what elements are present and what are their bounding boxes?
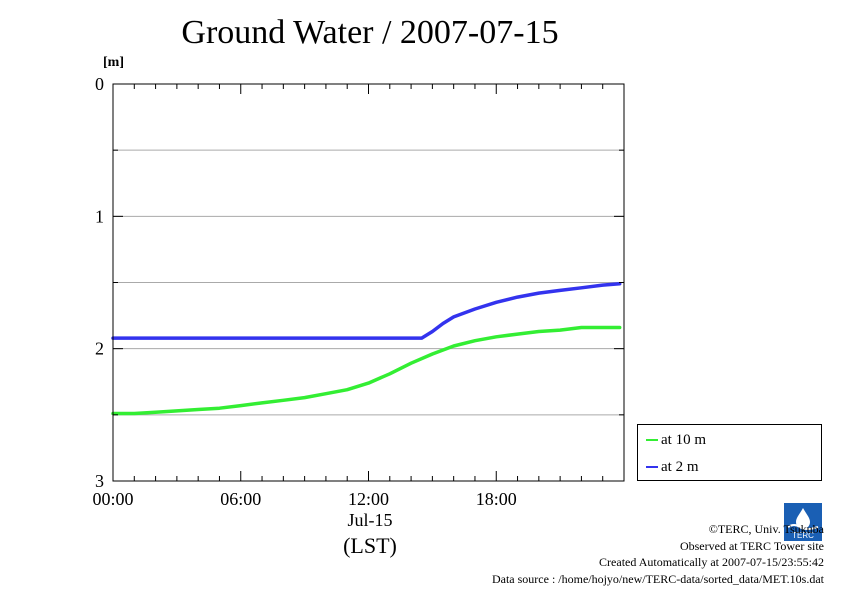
legend-label-at-2m: at 2 m — [661, 458, 699, 475]
series-line-at-2m — [111, 282, 622, 340]
tick-marks — [112, 83, 625, 482]
grid-lines — [113, 149, 624, 416]
legend-item-at-10m: at 10 m — [646, 430, 706, 450]
x-tick-label: 06:00 — [220, 489, 261, 509]
legend-item-at-2m: at 2 m — [646, 457, 699, 477]
x-tick-label: 18:00 — [476, 489, 517, 509]
legend: at 10 m at 2 m — [637, 424, 822, 481]
x-tick-label: 12:00 — [348, 489, 389, 509]
series-layer — [111, 282, 622, 416]
x-tick-label: 00:00 — [92, 489, 133, 509]
footer-created: Created Automatically at 2007-07-15/23:5… — [599, 555, 824, 569]
footer-site: Observed at TERC Tower site — [679, 538, 824, 553]
chart-title: Ground Water / 2007-07-15 — [181, 14, 559, 51]
series-line-at-10m — [111, 325, 622, 416]
x-axis-date-label: Jul-15 — [347, 510, 393, 530]
logo-text: TERC — [792, 531, 814, 540]
footer: ©TERC, Univ. Tsukuba Observed at TERC To… — [492, 521, 824, 587]
y-tick-label: 0 — [95, 74, 104, 94]
y-tick-label: 1 — [95, 206, 104, 226]
footer-credit: ©TERC, Univ. Tsukuba — [708, 522, 824, 536]
footer-source: Data source : /home/hojyo/new/TERC-data/… — [491, 571, 824, 586]
y-tick-label: 3 — [95, 471, 104, 491]
terc-logo-icon: TERC — [784, 503, 822, 541]
legend-label-at-10m: at 10 m — [661, 431, 706, 448]
legend-swatch-at-2m — [646, 466, 658, 468]
x-axis-unit-label: (LST) — [343, 533, 397, 558]
tick-labels: 0 1 2 300:00 06:00 12:00 18:00 — [92, 74, 516, 509]
legend-swatch-at-10m — [646, 439, 658, 441]
y-tick-label: 2 — [95, 339, 104, 359]
y-axis-unit: [m] — [103, 55, 124, 70]
